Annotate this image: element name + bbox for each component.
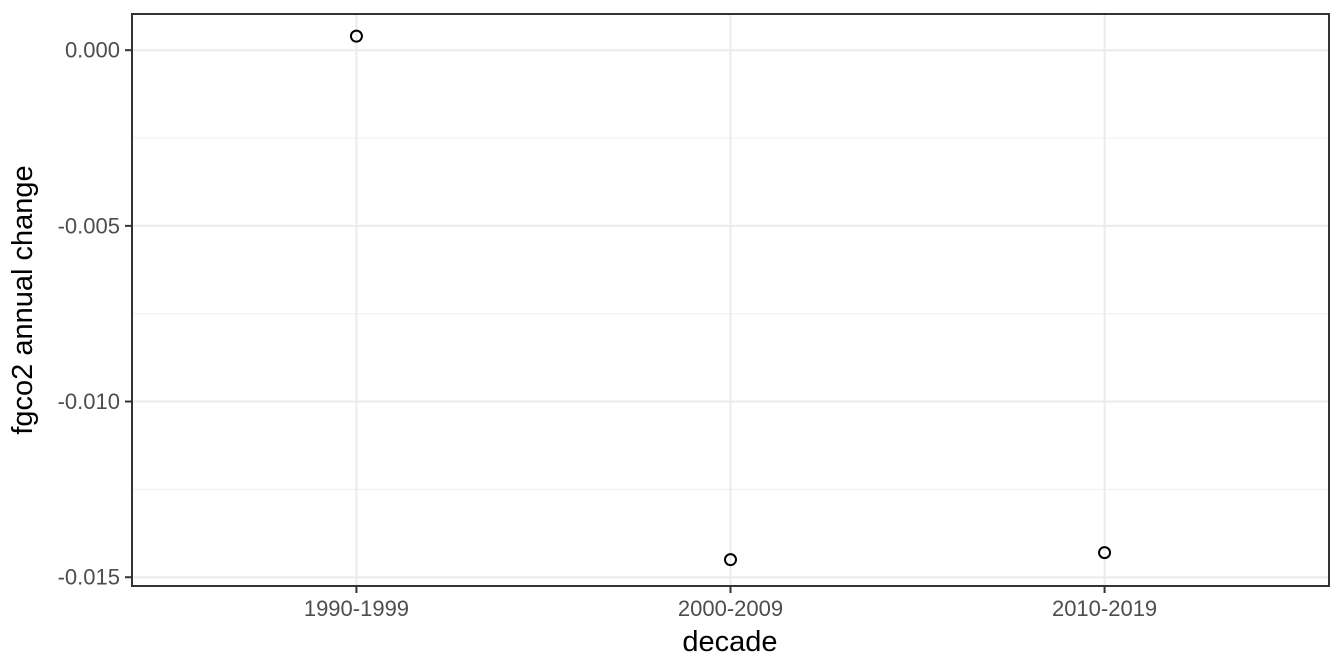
y-tick-label: -0.005 [58,213,120,238]
gridline-layer [132,14,1329,586]
x-tick-label: 2010-2019 [1052,596,1157,621]
tick-label-layer: 0.000 -0.005 -0.010 -0.015 1990-1999 2000-200… [58,38,1158,621]
x-tick-label: 2000-2009 [678,596,783,621]
tick-mark-layer [125,49,1106,593]
x-axis-title: decade [682,626,777,658]
y-tick-label: 0.000 [65,38,120,63]
data-point [1098,546,1112,560]
data-point [349,29,363,43]
x-tick-label: 1990-1999 [304,596,409,621]
data-point [724,553,737,567]
y-tick-label: -0.015 [58,565,120,590]
y-tick-label: -0.010 [58,389,120,414]
data-point-layer [349,29,1112,567]
y-axis-title: fgco2 annual change [7,165,39,434]
